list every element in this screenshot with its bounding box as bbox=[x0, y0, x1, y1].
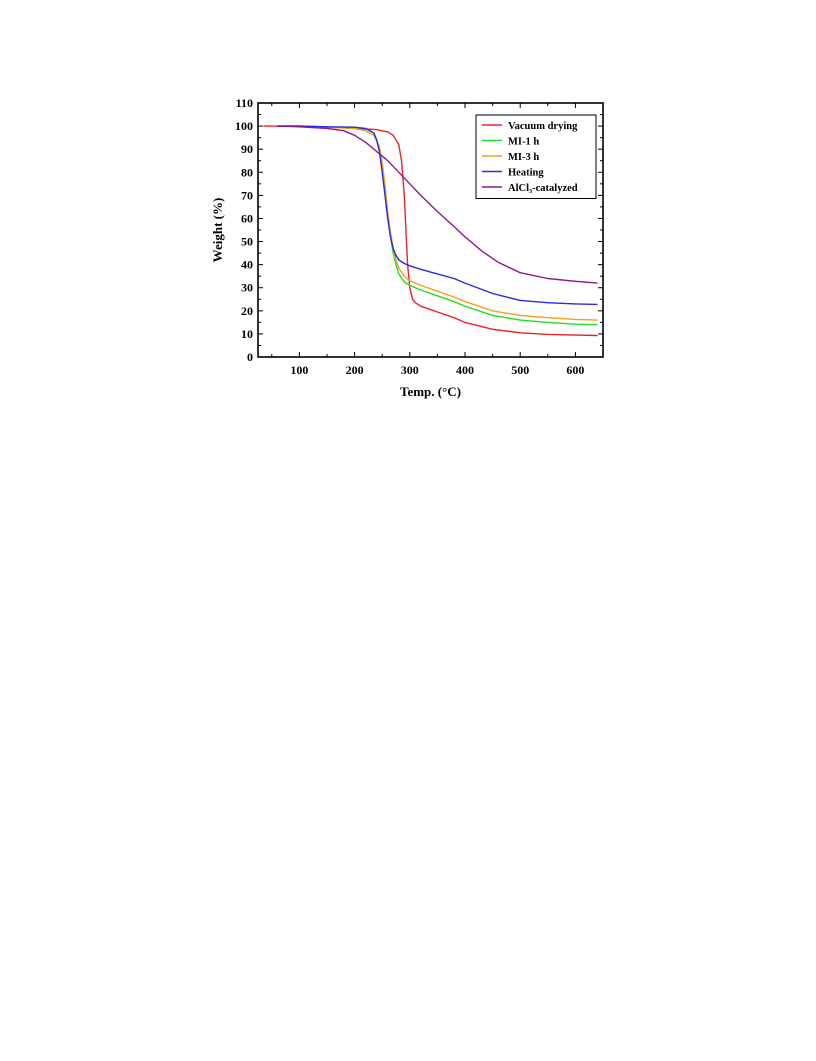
x-axis-title: Temp. (°C) bbox=[400, 384, 461, 399]
y-tick-label: 0 bbox=[247, 350, 253, 364]
x-tick-label: 300 bbox=[401, 363, 419, 377]
y-tick-label: 100 bbox=[235, 119, 253, 133]
series-line-5 bbox=[277, 125, 598, 284]
y-axis-title: Weight (%) bbox=[210, 198, 225, 263]
y-tick-label: 50 bbox=[241, 235, 253, 249]
y-tick-label: 110 bbox=[236, 96, 253, 110]
legend-label: Heating bbox=[508, 168, 544, 179]
y-tick-label: 40 bbox=[241, 258, 253, 272]
y-tick-label: 90 bbox=[241, 142, 253, 156]
legend: Vacuum drying MI-1 h MI-3 h Heating AlCl₃-ca… bbox=[475, 114, 597, 199]
x-tick-label: 200 bbox=[346, 363, 364, 377]
y-tick-label: 80 bbox=[241, 165, 253, 179]
series-line-1 bbox=[263, 125, 598, 337]
series-line-4 bbox=[277, 125, 598, 306]
legend-label: Vacuum drying bbox=[508, 121, 578, 132]
legend-label: MI-1 h bbox=[508, 137, 539, 148]
y-tick-label: 20 bbox=[241, 304, 253, 318]
x-tick-label: 500 bbox=[511, 363, 529, 377]
series-lines bbox=[263, 125, 598, 337]
y-tick-label: 30 bbox=[241, 281, 253, 295]
series-line-3 bbox=[277, 125, 598, 321]
y-tick-label: 70 bbox=[241, 188, 253, 202]
x-tick-label: 100 bbox=[290, 363, 308, 377]
x-tick-label: 600 bbox=[566, 363, 584, 377]
legend-label: MI-3 h bbox=[508, 152, 539, 163]
y-tick-label: 60 bbox=[241, 211, 253, 225]
axes: 100 200 300 400 500 600 0 10 20 30 40 50 60 70 80 90 100… bbox=[235, 96, 604, 377]
y-tick-label: 10 bbox=[241, 327, 253, 341]
x-tick-label: 400 bbox=[456, 363, 474, 377]
legend-label: AlCl₃-catalyzed bbox=[508, 183, 578, 194]
